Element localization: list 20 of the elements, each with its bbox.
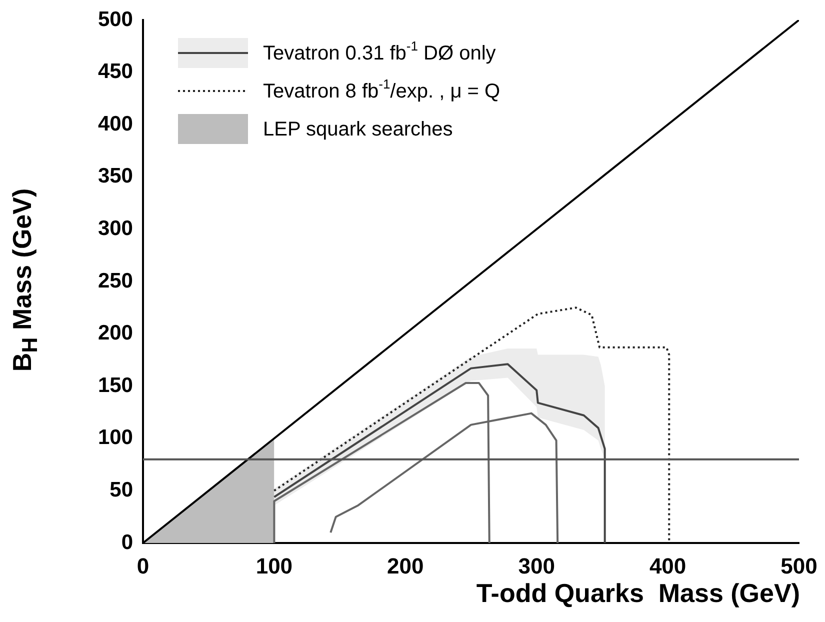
x-tick-label: 500 xyxy=(780,553,818,578)
line-series xyxy=(273,306,670,543)
y-tick-label: 100 xyxy=(98,426,133,450)
x-tick-label: 200 xyxy=(387,553,424,578)
y-tick-label: 350 xyxy=(98,164,133,188)
y-tick-label: 500 xyxy=(98,8,133,31)
x-tick-label: 300 xyxy=(518,553,555,578)
x-tick-label: 0 xyxy=(136,553,150,578)
y-tick-label: 50 xyxy=(110,478,133,502)
y-tick-label: 200 xyxy=(98,322,133,345)
y-tick-label: 250 xyxy=(98,269,133,292)
y-tick-label: 400 xyxy=(98,112,133,136)
y-tick-label: 300 xyxy=(98,216,133,240)
x-tick-label: 100 xyxy=(256,553,293,578)
y-tick-label: 450 xyxy=(98,60,133,84)
x-tick-label: 400 xyxy=(649,553,686,578)
y-tick-label: 0 xyxy=(121,530,133,554)
x-axis-title: T-odd Quarks Mass (GeV) xyxy=(475,578,800,609)
y-tick-label: 150 xyxy=(98,374,133,397)
legend-label: LEP squark searches xyxy=(263,118,453,141)
